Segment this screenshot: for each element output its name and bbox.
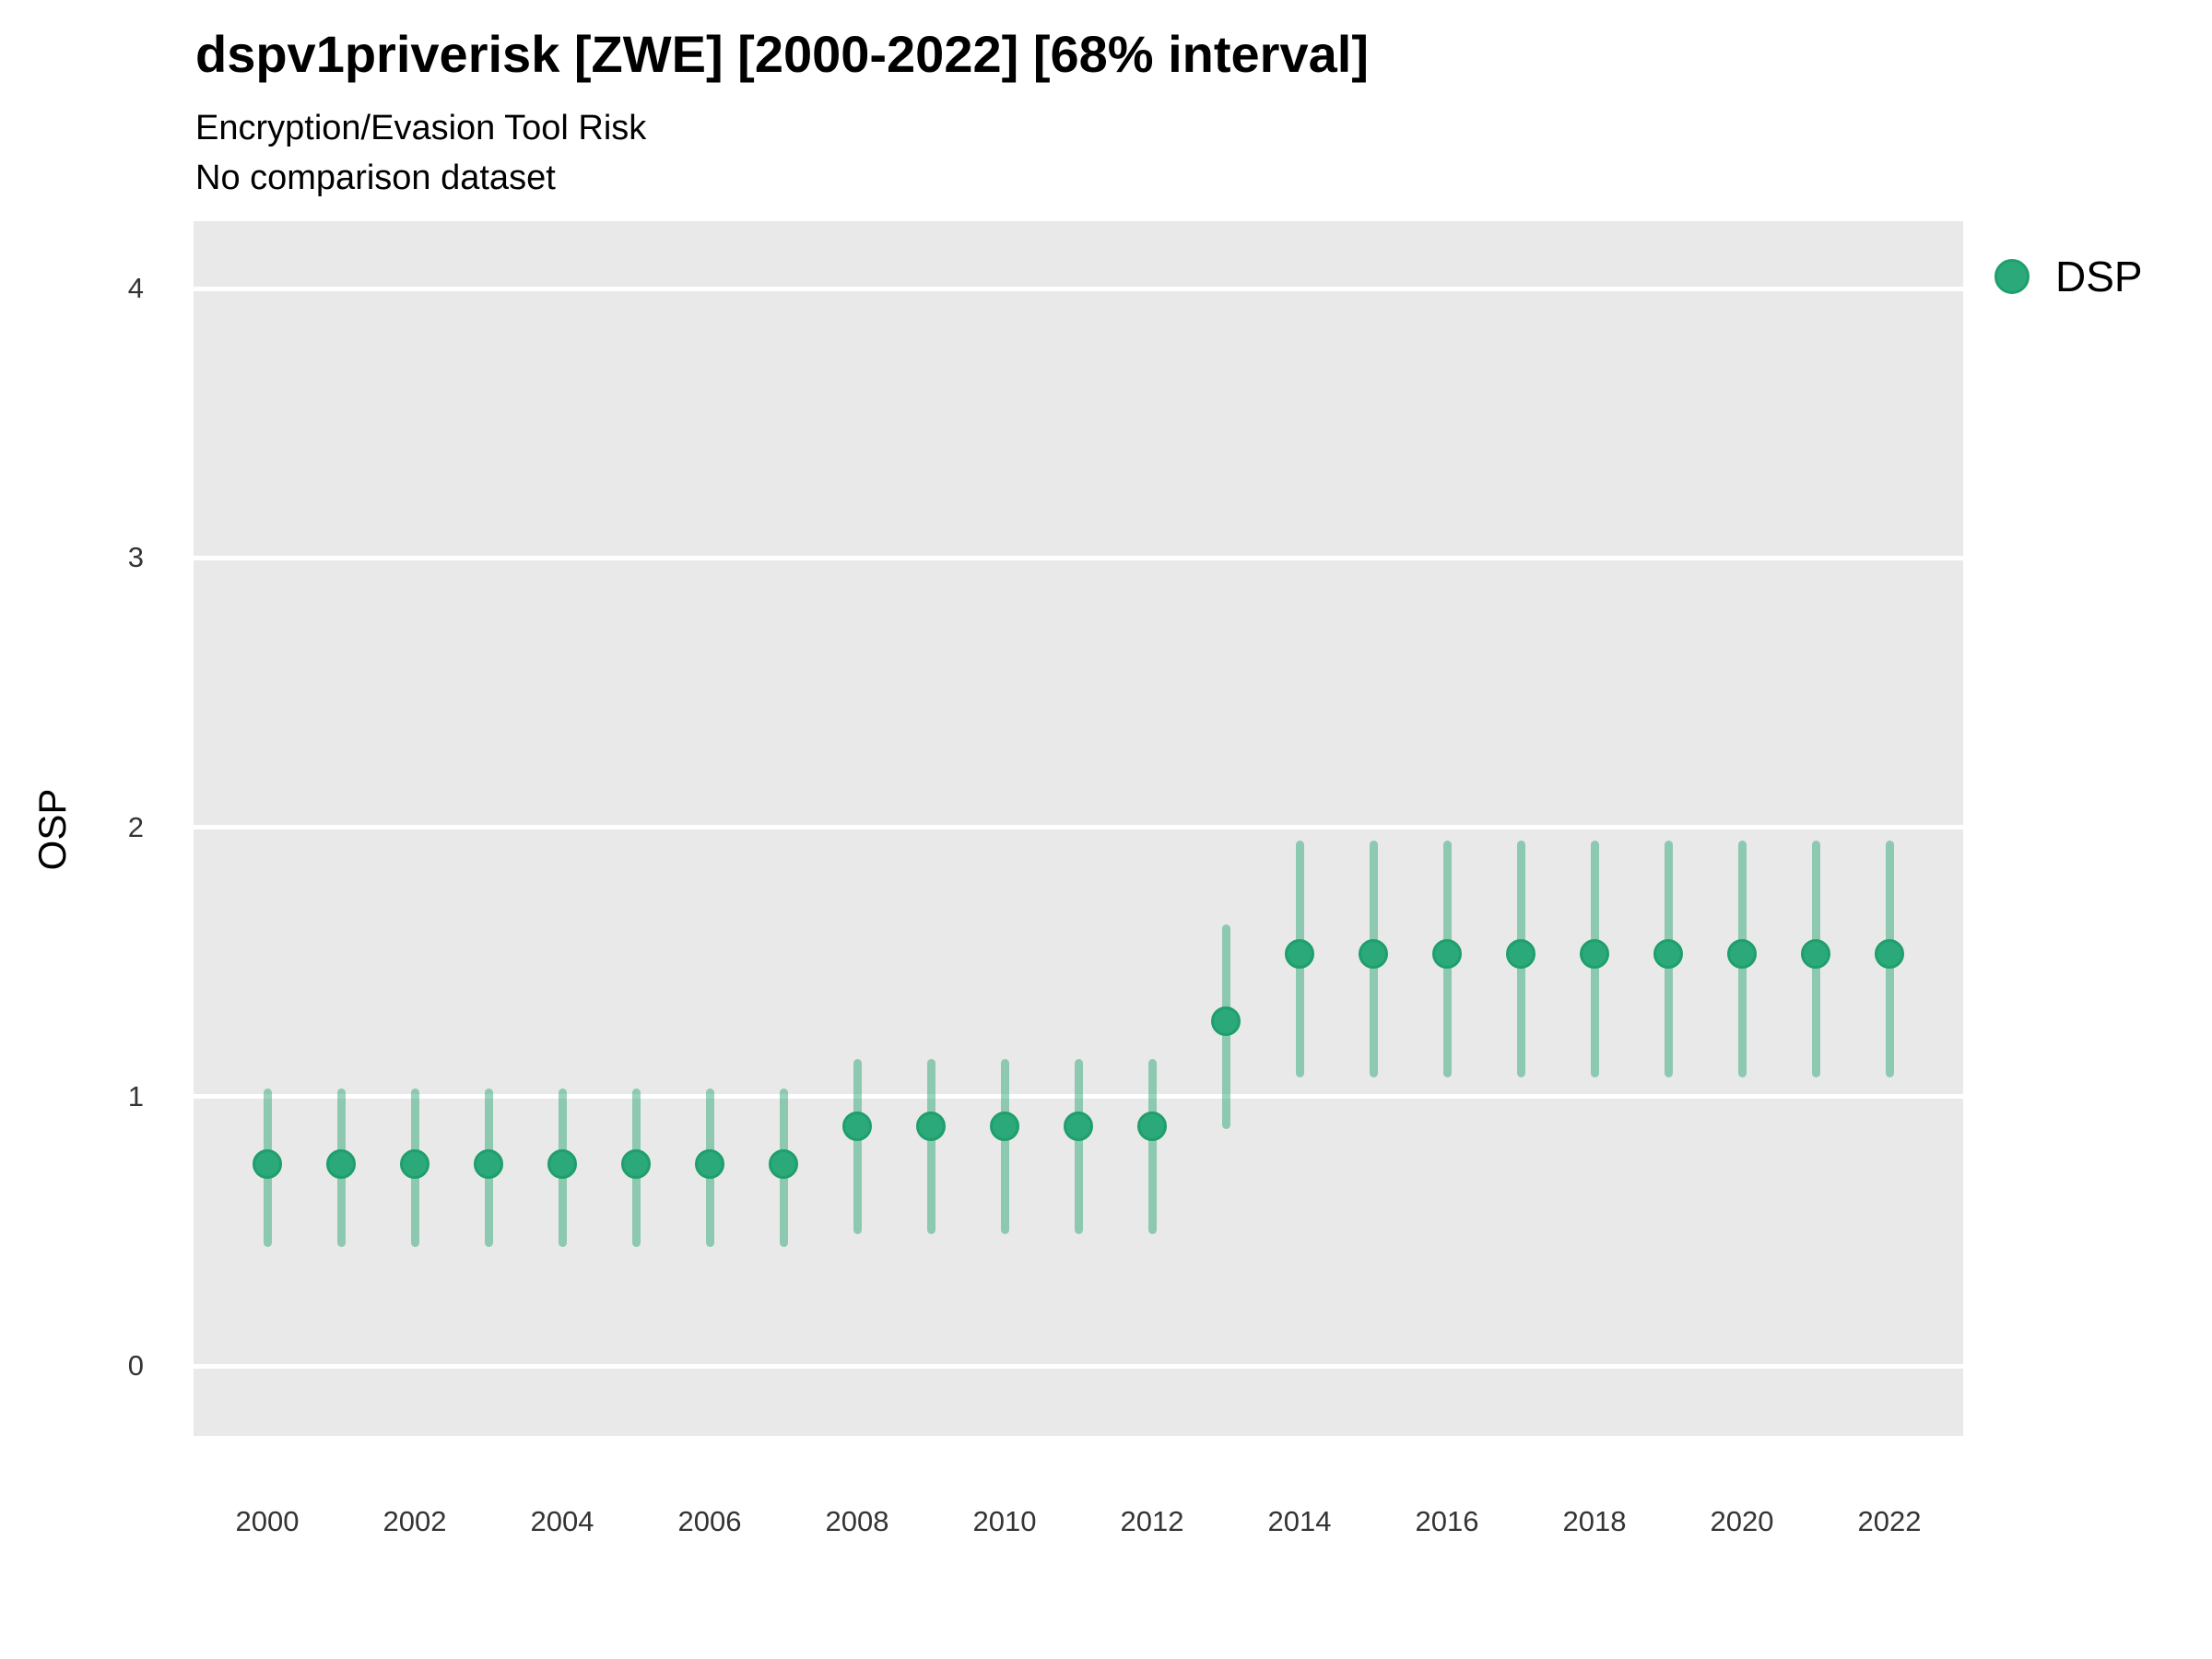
x-tick-label-2012: 2012 [1120, 1505, 1184, 1537]
y-tick-label-4: 4 [127, 272, 144, 305]
gridline-y-4 [194, 286, 1963, 291]
chart-subtitle: Encryption/Evasion Tool Risk [195, 109, 647, 147]
data-point-2019 [1653, 938, 1683, 969]
x-tick-label-2016: 2016 [1415, 1505, 1479, 1537]
error-bar-2009 [926, 1058, 935, 1234]
x-tick-label-2000: 2000 [235, 1505, 300, 1537]
data-point-2017 [1506, 938, 1535, 969]
x-tick-label-2010: 2010 [972, 1505, 1037, 1537]
y-tick-label-2: 2 [127, 810, 144, 843]
x-tick-label-2020: 2020 [1710, 1505, 1774, 1537]
chart-note: No comparison dataset [195, 159, 556, 197]
data-point-2006 [695, 1148, 724, 1179]
data-point-2003 [474, 1148, 503, 1179]
x-tick-label-2018: 2018 [1562, 1505, 1627, 1537]
data-point-2012 [1137, 1111, 1167, 1141]
error-bar-2012 [1147, 1058, 1157, 1234]
data-point-2009 [916, 1111, 946, 1141]
chart-title: dspv1priverisk [ZWE] [2000-2022] [68% in… [195, 25, 1369, 83]
x-tick-label-2006: 2006 [677, 1505, 742, 1537]
data-point-2015 [1359, 938, 1388, 969]
error-bar-2011 [1074, 1058, 1083, 1234]
legend: DSP [1994, 252, 2143, 301]
data-point-2021 [1801, 938, 1830, 969]
data-point-2014 [1285, 938, 1314, 969]
error-bar-2008 [853, 1058, 862, 1234]
error-bar-2010 [1000, 1058, 1009, 1234]
plot-panel [194, 221, 1963, 1436]
x-tick-label-2004: 2004 [530, 1505, 594, 1537]
data-point-2005 [621, 1148, 651, 1179]
data-point-2008 [842, 1111, 872, 1141]
data-point-2000 [253, 1148, 282, 1179]
data-point-2011 [1064, 1111, 1093, 1141]
data-point-2004 [547, 1148, 577, 1179]
data-point-2001 [326, 1148, 356, 1179]
x-tick-label-2002: 2002 [382, 1505, 447, 1537]
data-point-2010 [990, 1111, 1019, 1141]
y-tick-label-1: 1 [127, 1079, 144, 1112]
legend-point-icon [1994, 259, 2030, 294]
gridline-y-3 [194, 555, 1963, 560]
data-point-2018 [1580, 938, 1609, 969]
y-tick-label-0: 0 [127, 1349, 144, 1382]
x-tick-label-2022: 2022 [1857, 1505, 1922, 1537]
data-point-2007 [769, 1148, 798, 1179]
legend-label: DSP [2055, 253, 2143, 300]
data-point-2020 [1727, 938, 1757, 969]
gridline-y-0 [194, 1363, 1963, 1369]
gridline-y-1 [194, 1094, 1963, 1100]
data-point-2016 [1432, 938, 1462, 969]
chart-subtitle-block: Encryption/Evasion Tool Risk No comparis… [195, 103, 646, 203]
data-point-2022 [1875, 938, 1904, 969]
y-tick-label-3: 3 [127, 541, 144, 574]
data-point-2013 [1211, 1006, 1241, 1036]
x-tick-label-2008: 2008 [825, 1505, 889, 1537]
gridline-y-2 [194, 825, 1963, 830]
x-tick-label-2014: 2014 [1267, 1505, 1332, 1537]
data-point-2002 [400, 1148, 429, 1179]
